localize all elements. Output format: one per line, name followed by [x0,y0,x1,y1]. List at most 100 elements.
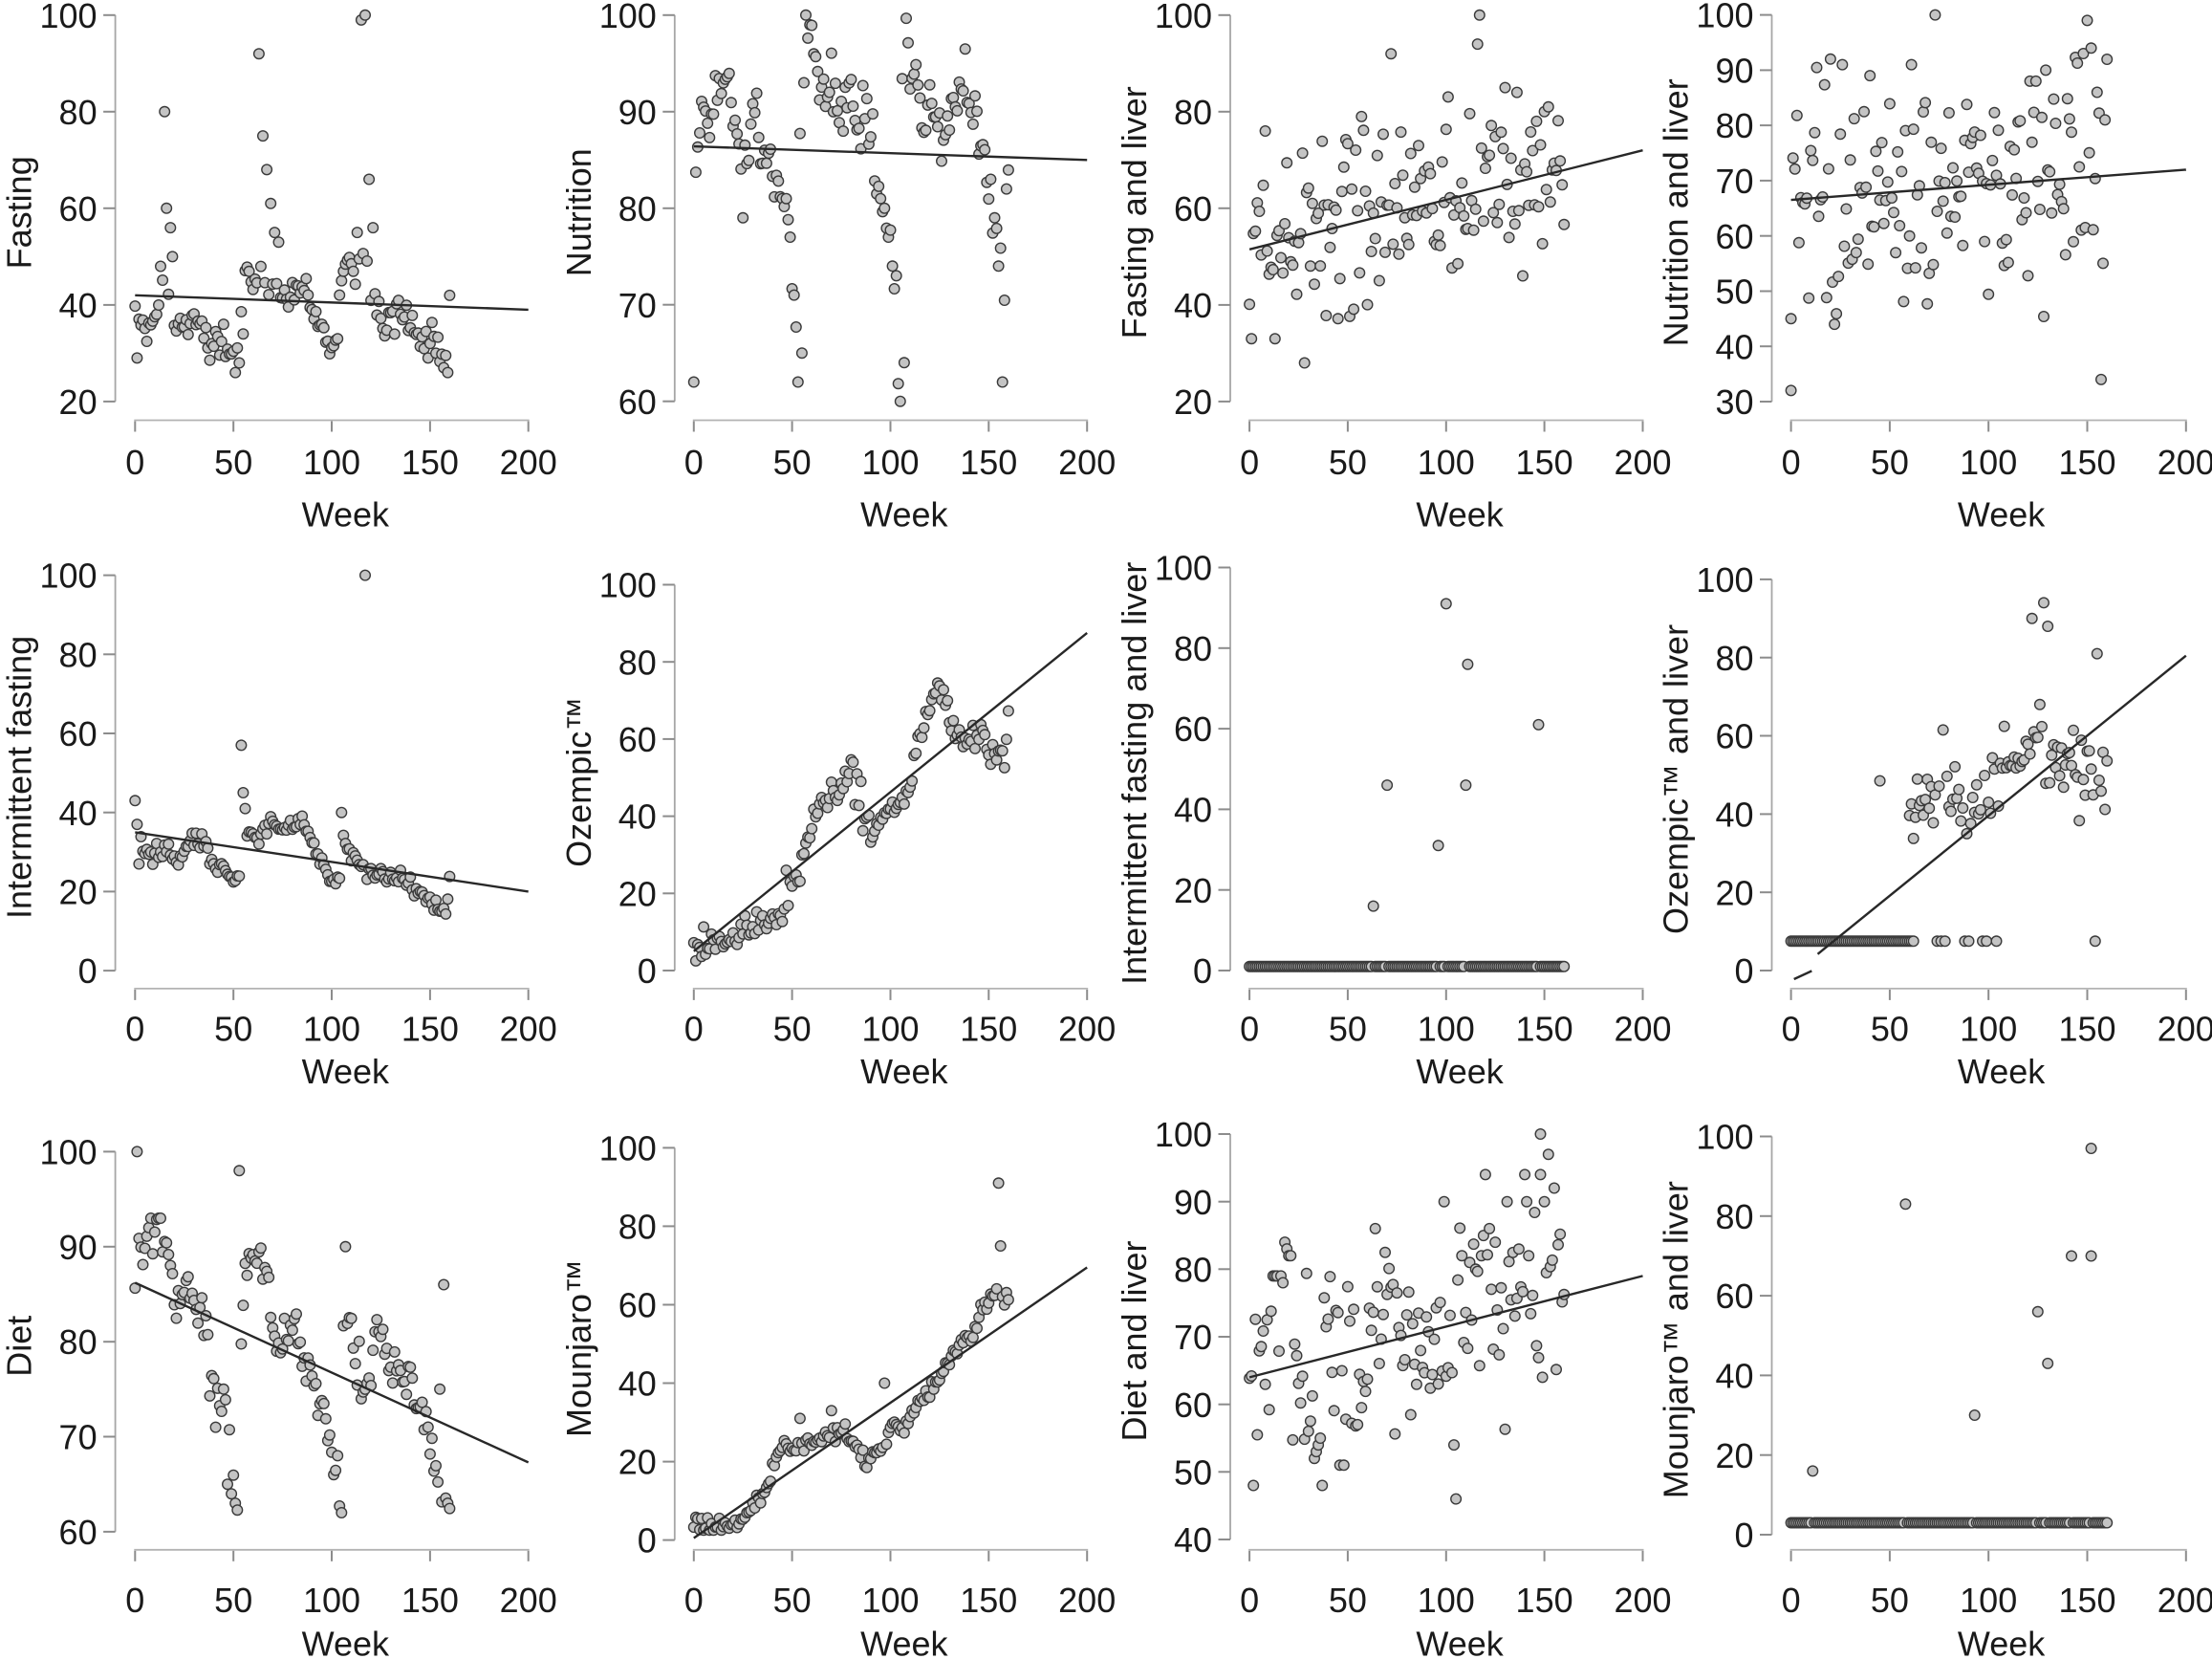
svg-text:30: 30 [1715,382,1753,422]
svg-text:50: 50 [1871,1581,1909,1620]
svg-text:200: 200 [2158,1010,2212,1049]
svg-text:200: 200 [500,1581,557,1620]
svg-text:80: 80 [1174,93,1212,132]
svg-text:20: 20 [1715,1436,1753,1475]
svg-text:20: 20 [1715,873,1753,912]
svg-text:Week: Week [860,1624,948,1659]
svg-text:100: 100 [1960,1010,2017,1049]
svg-text:Diet and liver: Diet and liver [1115,1240,1154,1441]
svg-text:50: 50 [773,443,812,482]
svg-text:80: 80 [618,1208,657,1247]
svg-text:0: 0 [1193,951,1212,991]
svg-text:60: 60 [1174,709,1212,749]
svg-text:150: 150 [1516,1581,1573,1620]
svg-text:Week: Week [1958,495,2046,535]
svg-text:200: 200 [1614,443,1671,482]
svg-text:40: 40 [618,797,657,837]
svg-text:100: 100 [1418,1010,1475,1049]
svg-text:200: 200 [1614,1581,1671,1620]
svg-text:Intermittent fasting and liver: Intermittent fasting and liver [1115,562,1154,985]
svg-text:0: 0 [1240,1010,1259,1049]
svg-text:200: 200 [1058,1010,1116,1049]
svg-text:40: 40 [1715,327,1753,366]
svg-text:Week: Week [302,1052,390,1091]
svg-text:60: 60 [1174,189,1212,229]
svg-text:0: 0 [125,1581,144,1620]
svg-text:Week: Week [1958,1052,2046,1091]
svg-text:Mounjaro™ and liver: Mounjaro™ and liver [1657,1181,1696,1498]
svg-text:0: 0 [638,951,657,991]
svg-text:Week: Week [1416,1052,1504,1091]
svg-text:Intermittent fasting: Intermittent fasting [0,636,39,919]
svg-text:40: 40 [1174,1520,1212,1560]
svg-text:100: 100 [1696,0,1753,35]
svg-text:50: 50 [1871,443,1909,482]
svg-text:60: 60 [1715,217,1753,256]
svg-text:100: 100 [1960,443,2017,482]
svg-text:200: 200 [500,1010,557,1049]
svg-text:0: 0 [1240,1581,1259,1620]
svg-text:0: 0 [78,951,98,991]
svg-text:150: 150 [960,443,1017,482]
svg-text:60: 60 [1174,1386,1212,1425]
svg-text:100: 100 [1696,560,1753,600]
svg-text:Fasting: Fasting [0,156,39,269]
svg-text:100: 100 [1960,1581,2017,1620]
svg-text:70: 70 [1715,162,1753,201]
svg-text:100: 100 [303,1010,360,1049]
svg-text:100: 100 [40,1133,98,1172]
svg-text:60: 60 [59,714,98,753]
svg-text:100: 100 [599,0,657,35]
svg-text:60: 60 [59,189,98,229]
svg-text:100: 100 [1696,1118,1753,1157]
svg-text:150: 150 [1516,1010,1573,1049]
svg-text:80: 80 [59,1322,98,1362]
svg-text:80: 80 [1174,629,1212,668]
svg-text:90: 90 [59,1228,98,1267]
svg-text:90: 90 [1174,1183,1212,1222]
svg-text:60: 60 [1715,717,1753,756]
svg-text:200: 200 [1614,1010,1671,1049]
svg-text:80: 80 [618,189,657,229]
svg-text:50: 50 [773,1581,812,1620]
svg-text:40: 40 [1715,796,1753,835]
svg-text:Ozempic™: Ozempic™ [559,697,598,867]
svg-text:90: 90 [618,93,657,132]
svg-text:Nutrition and liver: Nutrition and liver [1657,78,1696,346]
svg-text:Week: Week [1416,1624,1504,1659]
svg-text:Week: Week [860,1052,948,1091]
svg-text:80: 80 [618,643,657,682]
svg-text:100: 100 [40,557,98,596]
svg-text:150: 150 [960,1581,1017,1620]
svg-text:100: 100 [1418,443,1475,482]
svg-text:20: 20 [618,874,657,913]
svg-text:0: 0 [125,1010,144,1049]
svg-text:80: 80 [1715,1197,1753,1236]
svg-text:20: 20 [1174,871,1212,910]
svg-text:80: 80 [1174,1250,1212,1289]
svg-text:40: 40 [1715,1357,1753,1396]
svg-text:200: 200 [1058,1581,1116,1620]
svg-text:Diet: Diet [0,1316,39,1377]
svg-text:40: 40 [1174,791,1212,830]
svg-text:100: 100 [1155,549,1212,588]
svg-text:80: 80 [1715,639,1753,678]
svg-text:0: 0 [684,1581,704,1620]
svg-text:0: 0 [1782,1010,1801,1049]
svg-text:0: 0 [1782,443,1801,482]
svg-text:50: 50 [214,1010,252,1049]
svg-text:0: 0 [1782,1581,1801,1620]
svg-text:60: 60 [618,382,657,422]
svg-text:20: 20 [1174,382,1212,422]
svg-text:200: 200 [2158,1581,2212,1620]
svg-text:0: 0 [125,443,144,482]
svg-text:0: 0 [1734,951,1753,991]
svg-text:50: 50 [1174,1452,1212,1492]
svg-text:100: 100 [861,443,919,482]
svg-text:80: 80 [1715,106,1753,145]
svg-text:50: 50 [1715,273,1753,312]
svg-text:0: 0 [638,1521,657,1561]
svg-text:50: 50 [1871,1010,1909,1049]
svg-text:150: 150 [2058,1010,2115,1049]
svg-text:Week: Week [860,495,948,535]
